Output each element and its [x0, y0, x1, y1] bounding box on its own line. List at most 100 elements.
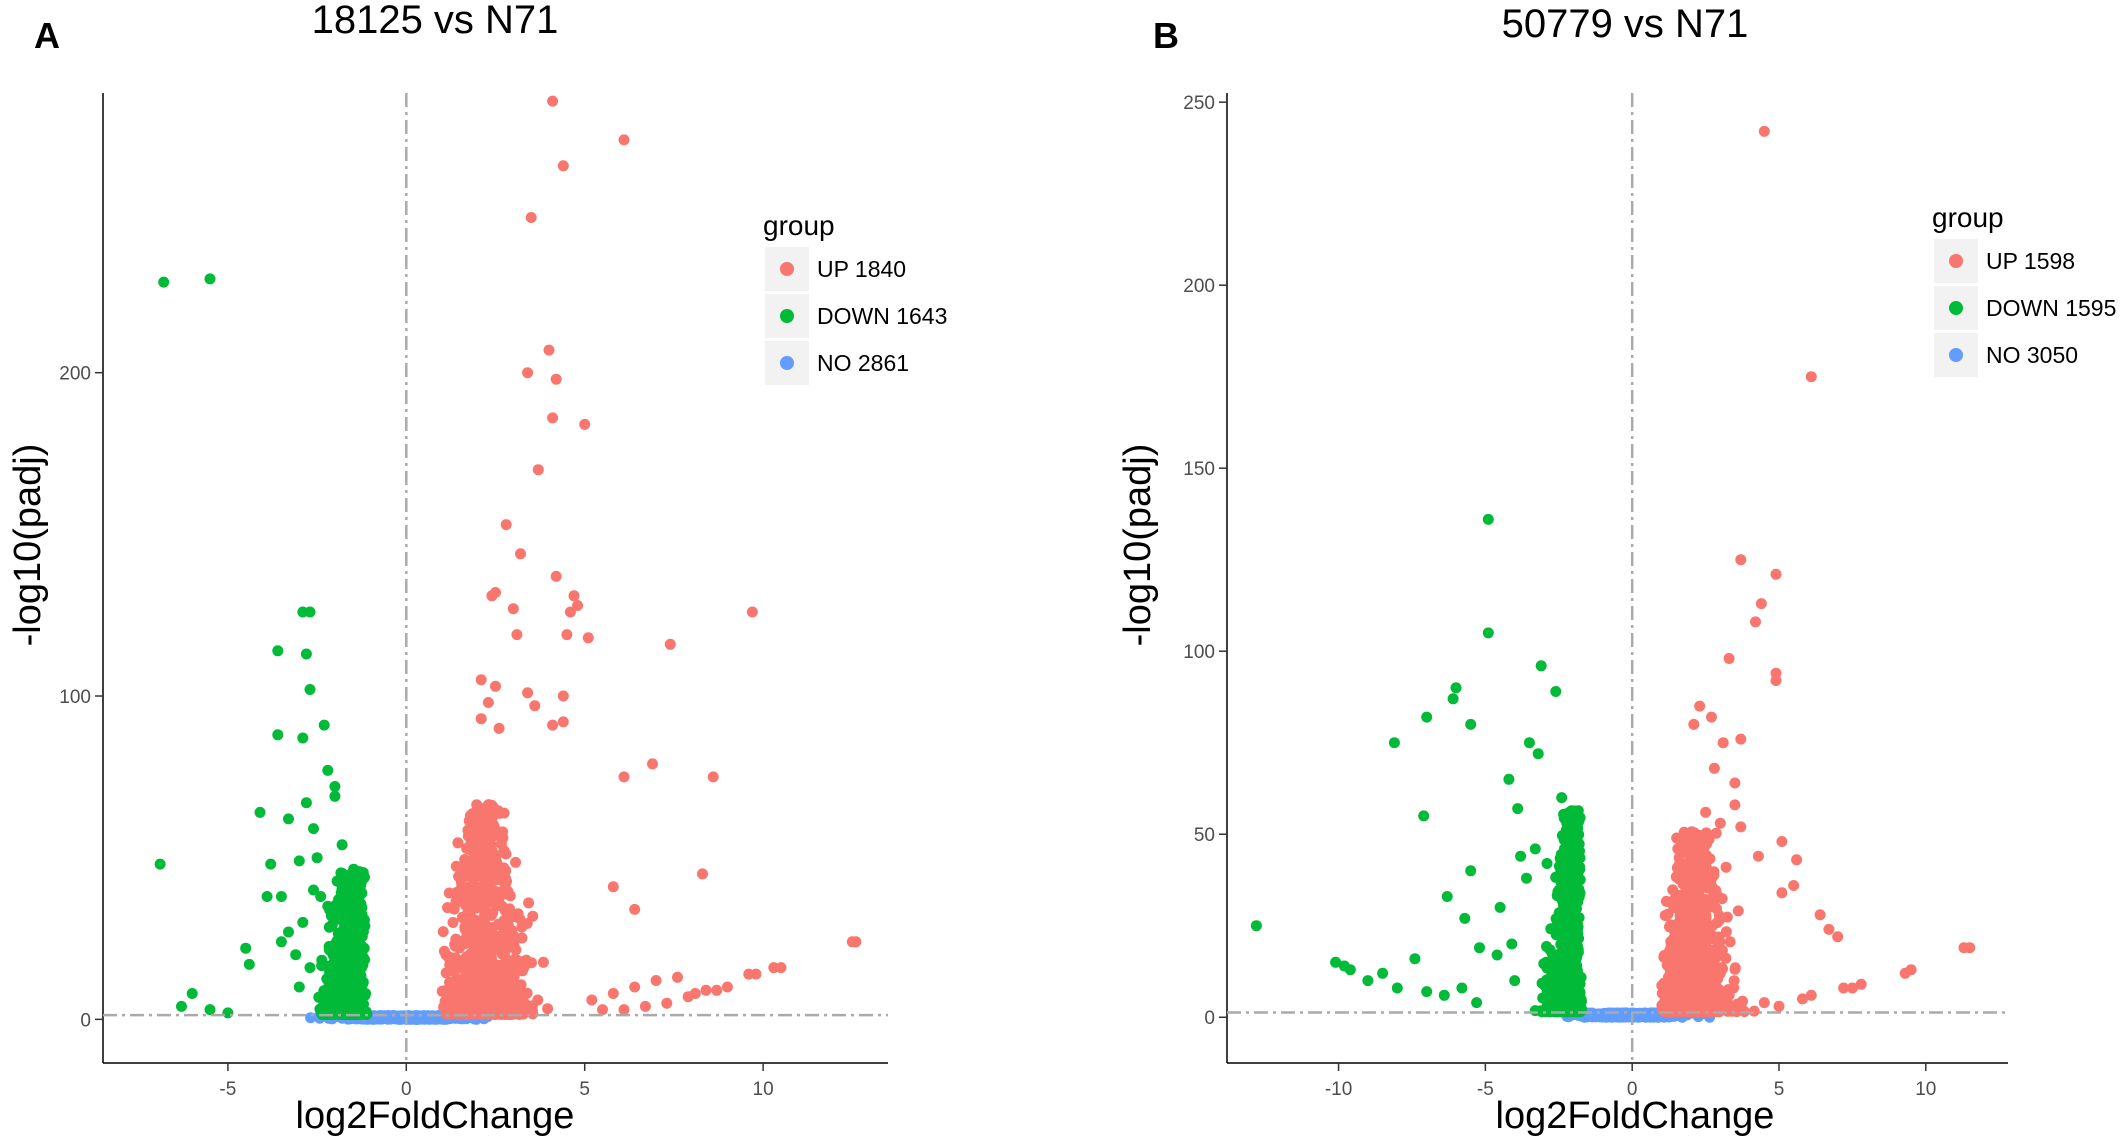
point-up: [561, 629, 573, 641]
point-down: [1556, 995, 1568, 1007]
point-up: [697, 868, 708, 880]
point-down: [1388, 737, 1400, 749]
point-up: [721, 981, 733, 993]
point-down: [204, 273, 216, 285]
point-down: [1506, 938, 1518, 950]
point-down: [1471, 997, 1483, 1009]
point-down: [176, 1000, 187, 1012]
legend-marker-no-a: [780, 356, 794, 370]
point-up: [1708, 866, 1720, 878]
point-down: [323, 921, 335, 933]
point-up: [450, 933, 462, 945]
point-up: [475, 674, 487, 686]
point-up: [607, 988, 619, 999]
point-up: [647, 758, 658, 770]
point-up: [542, 1003, 554, 1015]
point-up: [516, 932, 528, 944]
point-up: [1732, 905, 1744, 917]
point-up: [462, 830, 474, 842]
point-down: [1571, 990, 1583, 1002]
point-up: [1773, 1000, 1785, 1012]
x-tick-label-a: 10: [753, 1079, 774, 1100]
point-up: [1665, 896, 1677, 908]
y-tick-label-a: 200: [59, 364, 91, 385]
point-down: [1555, 849, 1567, 860]
point-down: [1565, 828, 1576, 840]
point-up: [1694, 951, 1706, 963]
point-up: [1670, 972, 1682, 984]
point-down: [304, 684, 316, 695]
point-up: [1673, 873, 1685, 885]
point-up: [486, 831, 498, 843]
point-up: [700, 984, 712, 996]
point-down: [1456, 982, 1468, 994]
point-up: [557, 160, 569, 172]
point-down: [308, 884, 319, 896]
point-down: [1540, 956, 1552, 968]
point-up: [1748, 1005, 1760, 1017]
point-up: [607, 881, 619, 893]
point-down: [1409, 953, 1421, 965]
point-up: [1664, 944, 1676, 956]
point-down: [1572, 896, 1584, 908]
point-up: [493, 722, 505, 734]
point-up: [522, 367, 534, 379]
x-tick-label-a: -5: [219, 1079, 236, 1100]
point-up: [618, 1004, 630, 1016]
point-up: [500, 519, 512, 531]
point-up: [1758, 997, 1770, 1009]
point-down: [1564, 975, 1576, 987]
point-up: [460, 973, 472, 985]
y-tick-label-b: 0: [1204, 1008, 1215, 1029]
point-down: [342, 916, 353, 928]
point-down: [348, 959, 360, 971]
y-tick-label-b: 100: [1183, 642, 1215, 663]
point-down: [254, 806, 266, 818]
point-no: [413, 1011, 425, 1023]
point-no: [1596, 1011, 1608, 1023]
y-tick-label-a: 100: [59, 687, 91, 708]
point-down: [1523, 737, 1535, 749]
legend-label-up-b: UP 1598: [1986, 248, 2075, 274]
point-up: [465, 867, 477, 879]
point-up: [445, 977, 457, 989]
point-up: [461, 960, 473, 972]
point-up: [1814, 909, 1826, 921]
point-down: [1250, 920, 1262, 932]
legend-marker-up-b: [1949, 254, 1963, 268]
point-up: [1700, 806, 1712, 818]
point-up: [1694, 700, 1706, 712]
point-up: [475, 713, 487, 725]
point-up: [493, 863, 505, 875]
point-up: [661, 997, 673, 1009]
point-up: [464, 949, 476, 961]
point-down: [1377, 967, 1389, 979]
point-up: [532, 464, 544, 476]
point-up: [1706, 711, 1717, 723]
point-up: [479, 859, 491, 871]
panel-b: B 50779 vs N71 log2FoldChange -log10(pad…: [1117, 2, 2116, 1137]
point-up: [1716, 893, 1728, 905]
point-up: [527, 910, 539, 922]
point-down: [158, 276, 170, 288]
point-up: [1728, 975, 1740, 987]
point-up: [557, 716, 569, 728]
point-down: [154, 858, 166, 870]
point-down: [316, 960, 328, 972]
point-down: [322, 764, 334, 776]
point-up: [1735, 554, 1747, 566]
legend-label-down-a: DOWN 1643: [817, 303, 947, 329]
point-down: [331, 875, 343, 887]
y-tick-label-b: 200: [1183, 276, 1215, 297]
y-tick-label-a: 0: [80, 1010, 91, 1031]
point-up: [1713, 910, 1725, 922]
point-up: [471, 808, 483, 820]
point-up: [1695, 870, 1706, 882]
point-down: [327, 958, 339, 970]
point-up: [1678, 940, 1690, 952]
point-down: [1568, 919, 1580, 931]
point-up: [497, 832, 509, 844]
point-up: [498, 845, 510, 856]
x-tick-label-b: 5: [1774, 1079, 1785, 1100]
